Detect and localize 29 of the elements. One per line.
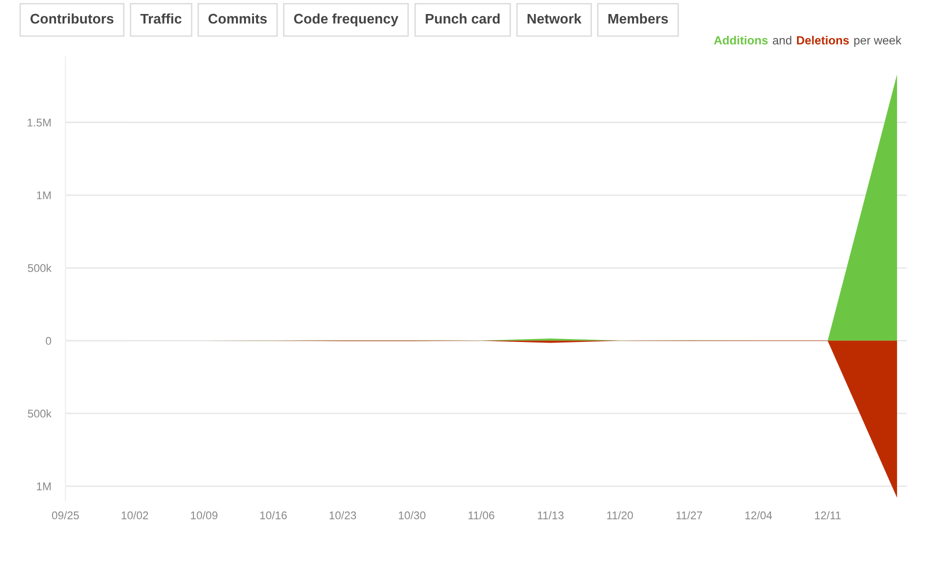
x-tick-label: 09/25	[52, 511, 79, 520]
y-tick-label: 500k	[28, 409, 52, 418]
x-tick-label: 11/13	[538, 511, 564, 520]
x-tick-label: 11/20	[607, 511, 633, 520]
text: Traffic	[140, 13, 182, 24]
text: Additions	[714, 36, 768, 44]
x-tick-label: 12/04	[745, 511, 772, 520]
text: per week	[854, 36, 902, 47]
text: Punch card	[426, 13, 500, 24]
x-tick-label: 10/23	[330, 511, 356, 520]
text: Members	[608, 13, 668, 24]
x-tick-label: 10/02	[122, 511, 148, 520]
x-tick-label: 11/27	[676, 511, 702, 520]
y-tick-label: 1M	[36, 192, 51, 200]
text: Commits	[208, 13, 267, 24]
y-tick-label: 1.5M	[28, 118, 51, 127]
x-tick-label: 10/30	[398, 511, 426, 520]
y-tick-label: 1M	[36, 482, 51, 490]
text: Code frequency	[294, 13, 398, 26]
x-tick-label: 12/11	[815, 511, 841, 520]
x-tick-label: 11/06	[468, 511, 494, 520]
text: and	[772, 36, 792, 44]
text: Contributors	[30, 13, 114, 24]
x-tick-label: 10/16	[260, 511, 287, 520]
text: Network	[528, 13, 582, 24]
y-tick-label: 500k	[28, 264, 52, 272]
x-tick-label: 10/09	[190, 511, 218, 520]
y-tick-label: 0	[46, 336, 52, 345]
text: Deletions	[796, 36, 849, 44]
